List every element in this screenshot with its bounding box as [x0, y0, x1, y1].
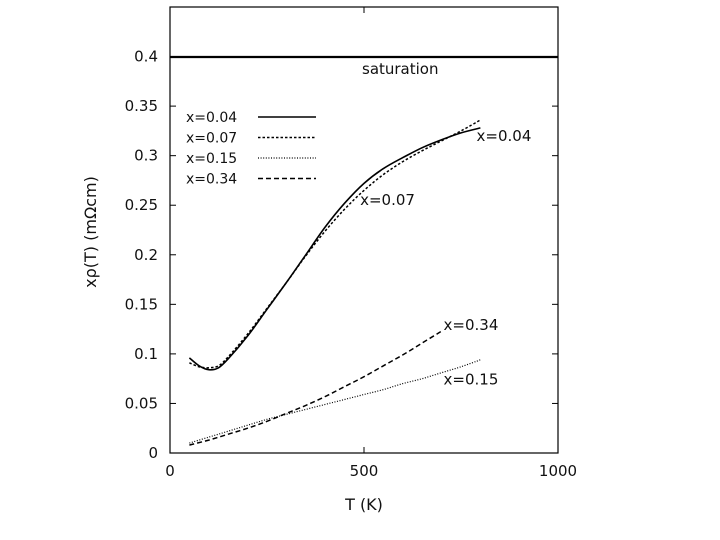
- saturation-label: saturation: [362, 60, 439, 78]
- curve-annotation: x=0.15: [444, 371, 499, 389]
- series-line-3: [189, 330, 442, 446]
- legend-label: x=0.04: [186, 110, 237, 126]
- legend-label: x=0.07: [186, 131, 237, 147]
- series-line-1: [189, 119, 481, 369]
- y-tick-label: 0.25: [125, 196, 158, 214]
- x-tick-label: 0: [165, 462, 175, 480]
- y-axis-ticks: 0 0.05 0.1 0.15 0.2 0.25 0.3 0.35 0.4: [125, 48, 558, 462]
- y-tick-label: 0.35: [125, 97, 158, 115]
- x-axis-ticks: 0 500 1000: [165, 7, 577, 480]
- y-tick-label: 0.4: [134, 48, 158, 66]
- x-tick-label: 1000: [539, 462, 577, 480]
- y-tick-label: 0: [148, 444, 158, 462]
- y-tick-label: 0.05: [125, 394, 158, 412]
- curve-annotation: x=0.07: [360, 191, 415, 209]
- y-axis-label: xρ(T) (mΩcm): [81, 176, 100, 288]
- annotations: x=0.04 x=0.07 x=0.34 x=0.15: [360, 127, 531, 389]
- legend: x=0.04 x=0.07 x=0.15 x=0.34: [186, 110, 316, 188]
- x-axis-label: T (K): [344, 495, 383, 514]
- series-line-2: [189, 359, 481, 444]
- y-tick-label: 0.1: [134, 345, 158, 363]
- y-tick-label: 0.3: [134, 147, 158, 165]
- curve-annotation: x=0.34: [444, 316, 499, 334]
- x-tick-label: 500: [350, 462, 379, 480]
- legend-label: x=0.34: [186, 172, 237, 188]
- series-layer: [188, 119, 481, 446]
- y-tick-label: 0.2: [134, 246, 158, 264]
- curve-annotation: x=0.04: [477, 127, 532, 145]
- series-line-0: [188, 127, 481, 371]
- legend-label: x=0.15: [186, 151, 237, 167]
- y-tick-label: 0.15: [125, 295, 158, 313]
